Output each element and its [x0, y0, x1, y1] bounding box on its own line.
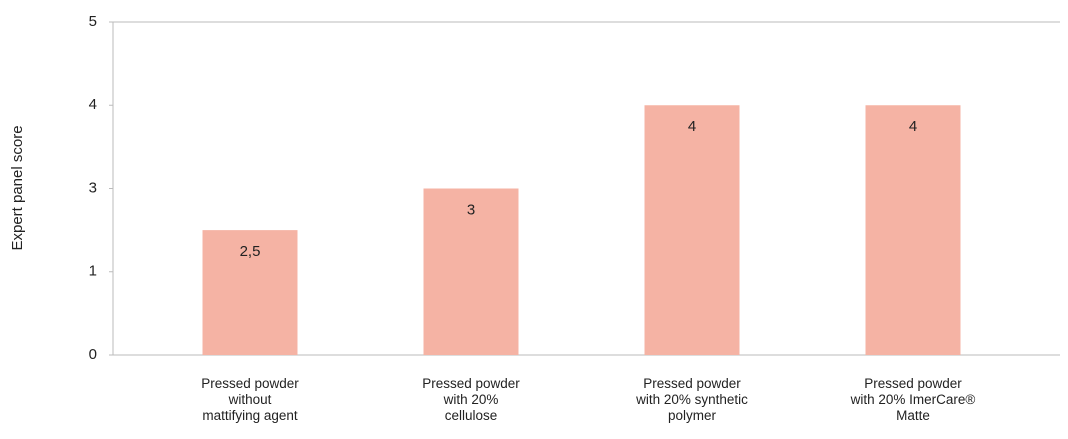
y-tick-label: 3 — [89, 179, 97, 196]
bar — [423, 188, 519, 355]
x-tick-label: Pressed powder with 20% ImerCare® Matte — [850, 376, 976, 423]
value-label: 4 — [909, 118, 917, 135]
value-label: 3 — [467, 201, 475, 218]
bar — [865, 105, 961, 355]
y-tick-label: 1 — [89, 263, 97, 280]
y-tick-label: 4 — [89, 96, 97, 113]
x-tick-label: Pressed powder without mattifying agent — [201, 376, 299, 423]
y-axis-label: Expert panel score — [9, 125, 26, 250]
x-tick-label: Pressed powder with 20% synthetic polyme… — [636, 376, 748, 423]
x-tick-label: Pressed powder with 20% cellulose — [422, 376, 520, 423]
bar — [644, 105, 740, 355]
y-tick-label: 0 — [89, 346, 97, 363]
y-tick-label: 5 — [89, 13, 97, 30]
bar — [202, 230, 298, 355]
value-label: 4 — [688, 118, 696, 135]
value-label: 2,5 — [240, 243, 261, 260]
